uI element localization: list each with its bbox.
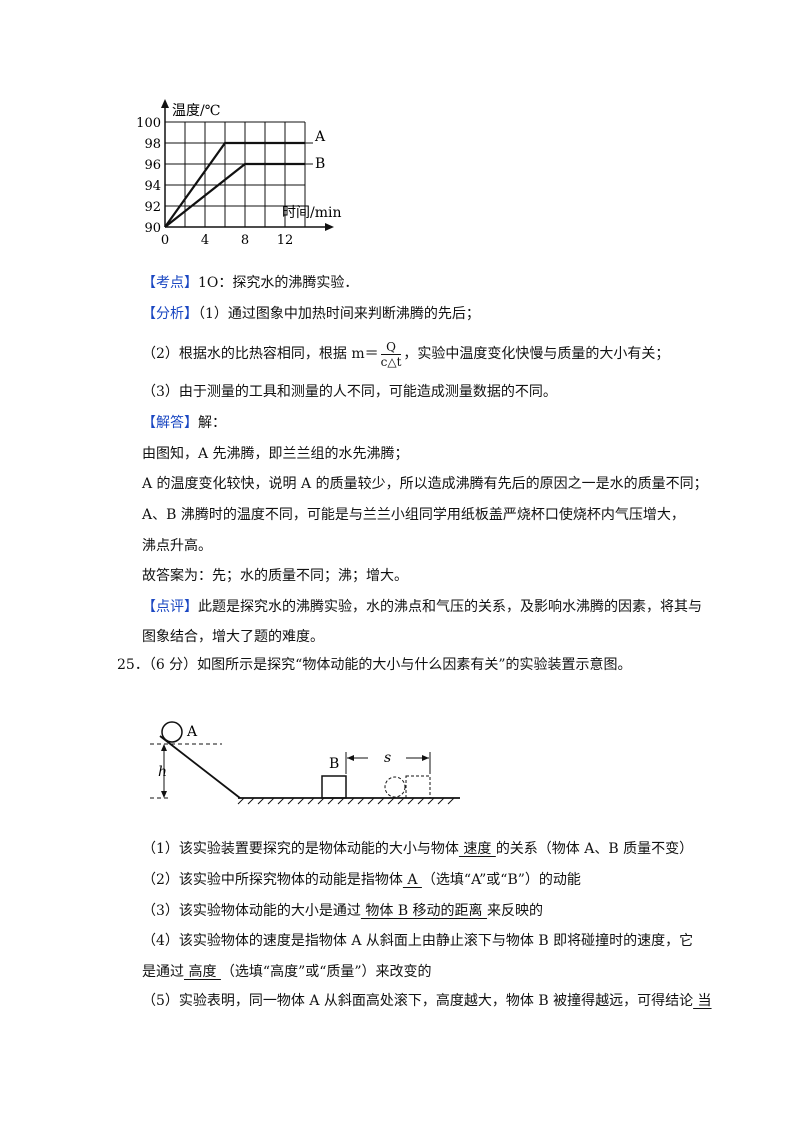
fraction-denominator: c△t [380,354,402,369]
q1-answer: 速度 [458,841,496,857]
ball-a [161,721,183,743]
x-tick-labels: 0 4 8 12 [161,233,293,248]
kaodian-line: 【考点】1O：探究水的沸腾实验． [142,273,358,293]
series-label-b: B [315,156,325,172]
fenxi-tag: 【分析】 [142,306,198,322]
y-axis-label: 温度/℃ [172,103,220,119]
y-tick-label: 98 [144,137,161,152]
kaodian-tag: 【考点】 [142,275,198,291]
jieda-tag: 【解答】 [142,415,198,431]
dianping-tag: 【点评】 [142,599,198,615]
chart-series: AB [164,129,326,228]
label-h: h [158,764,167,780]
answer-line-1: 由图知，A 先沸腾，即兰兰组的水先沸腾； [142,446,409,462]
fenxi-2-a: （2）根据水的比热容相同，根据 m＝ [142,346,379,362]
answer-line-3: A、B 沸腾时的温度不同，可能是与兰兰小组同学用纸板盖严烧杯口使烧杯内气压增大， [142,507,685,523]
height-arrow-down [161,791,167,798]
question-25-stem: 25．（6 分）如图所示是探究“物体动能的大小与什么因素有关”的实验装置示意图。 [117,657,632,673]
x-axis-arrow [325,223,334,231]
q4-answer: 高度 [184,964,221,980]
block-b [321,775,347,799]
q2-answer: A [402,872,422,888]
q25-part-3: （3）该实验物体动能的大小是通过 物体 B 移动的距离 来反映的 [142,901,543,921]
q25-part-1: （1）该实验装置要探究的是物体动能的大小与物体 速度 的关系（物体 A、B 质量… [142,839,693,859]
x-tick-label: 12 [277,233,294,248]
q2-text-b: （选填“A”或“B”）的动能 [421,872,581,888]
y-tick-label: 92 [144,200,161,215]
fraction-numerator: Q [380,340,402,355]
block-b-final-dashed [405,775,431,799]
fenxi-3: （3）由于测量的工具和测量的人不同，可能造成测量数据的不同。 [142,384,557,400]
dianping-2: 图象结合，增大了题的难度。 [142,629,324,645]
label-s: s [384,750,391,766]
distance-arrow-right-head [422,755,429,761]
fenxi-1: （1）通过图象中加热时间来判断沸腾的先后； [198,306,480,322]
q5-text-a: （5）实验表明，同一物体 A 从斜面高处滚下，高度越大，物体 B 被撞得越远，可… [142,993,694,1009]
answer-line-4: 沸点升高。 [142,538,212,554]
distance-arrow-left-head [347,755,354,761]
jieda-line: 【解答】解： [142,413,226,433]
q5-answer: 当 [693,993,712,1009]
y-axis-arrow [161,99,169,108]
label-b: B [329,756,339,772]
height-arrow-up [161,744,167,751]
q25-part-2: （2）该实验中所探究物体的动能是指物体 A （选填“A”或“B”）的动能 [142,870,581,890]
q1-text-a: （1）该实验装置要探究的是物体动能的大小与物体 [142,841,459,857]
y-tick-label: 94 [144,179,161,194]
q25-part-5: （5）实验表明，同一物体 A 从斜面高处滚下，高度越大，物体 B 被撞得越远，可… [142,991,712,1011]
q25-part-4-line-1: （4）该实验物体的速度是指物体 A 从斜面上由静止滚下与物体 B 即将碰撞时的速… [142,933,694,949]
temperature-time-chart: 温度/℃ 时间/min 90 92 94 96 98 100 0 4 8 12 AB [136,99,342,248]
dianping-1: 此题是探究水的沸腾实验，水的沸点和气压的关系，及影响水沸腾的因素，将其与 [198,599,702,615]
y-tick-label: 100 [136,116,161,131]
x-tick-label: 8 [241,233,249,248]
ground-hatching [237,797,455,805]
incline-ramp [159,735,241,799]
fenxi-2-b: ，实验中温度变化快慢与质量的大小有关； [403,346,670,362]
series-line-a [164,141,305,228]
y-tick-label: 90 [144,221,161,236]
q3-text-a: （3）该实验物体动能的大小是通过 [142,903,361,919]
answer-line-5: 故答案为：先；水的质量不同；沸；增大。 [142,568,408,584]
answer-line-2: A 的温度变化较快，说明 A 的质量较少，所以造成沸腾有先后的原因之一是水的质量… [142,476,708,492]
q1-text-b: 的关系（物体 A、B 质量不变） [495,841,694,857]
dianping-line: 【点评】此题是探究水的沸腾实验，水的沸点和气压的关系，及影响水沸腾的因素，将其与 [142,597,702,617]
series-line-b [164,162,305,228]
x-tick-label: 0 [161,233,169,248]
ball-a-final-dashed [384,776,406,798]
q2-text-a: （2）该实验中所探究物体的动能是指物体 [142,872,403,888]
label-a: A [186,724,198,740]
q3-text-b: 来反映的 [487,903,544,919]
y-tick-labels: 90 92 94 96 98 100 [136,116,161,236]
q4-text-c: （选填“高度”或“质量”）来改变的 [220,964,432,980]
x-tick-label: 4 [201,233,209,248]
y-tick-label: 96 [144,158,161,173]
q25-part-4-line-2: 是通过 高度 （选填“高度”或“质量”）来改变的 [142,962,432,982]
kaodian-text: 1O：探究水的沸腾实验． [198,275,359,291]
kinetic-energy-apparatus-diagram: A h B s [150,721,460,805]
jieda-text: 解： [198,415,226,431]
q4-text-b: 是通过 [142,964,184,980]
fenxi-line: 【分析】（1）通过图象中加热时间来判断沸腾的先后； [142,304,480,324]
series-label-a: A [314,129,326,145]
q3-answer: 物体 B 移动的距离 [360,903,488,919]
x-axis-label: 时间/min [282,205,342,221]
